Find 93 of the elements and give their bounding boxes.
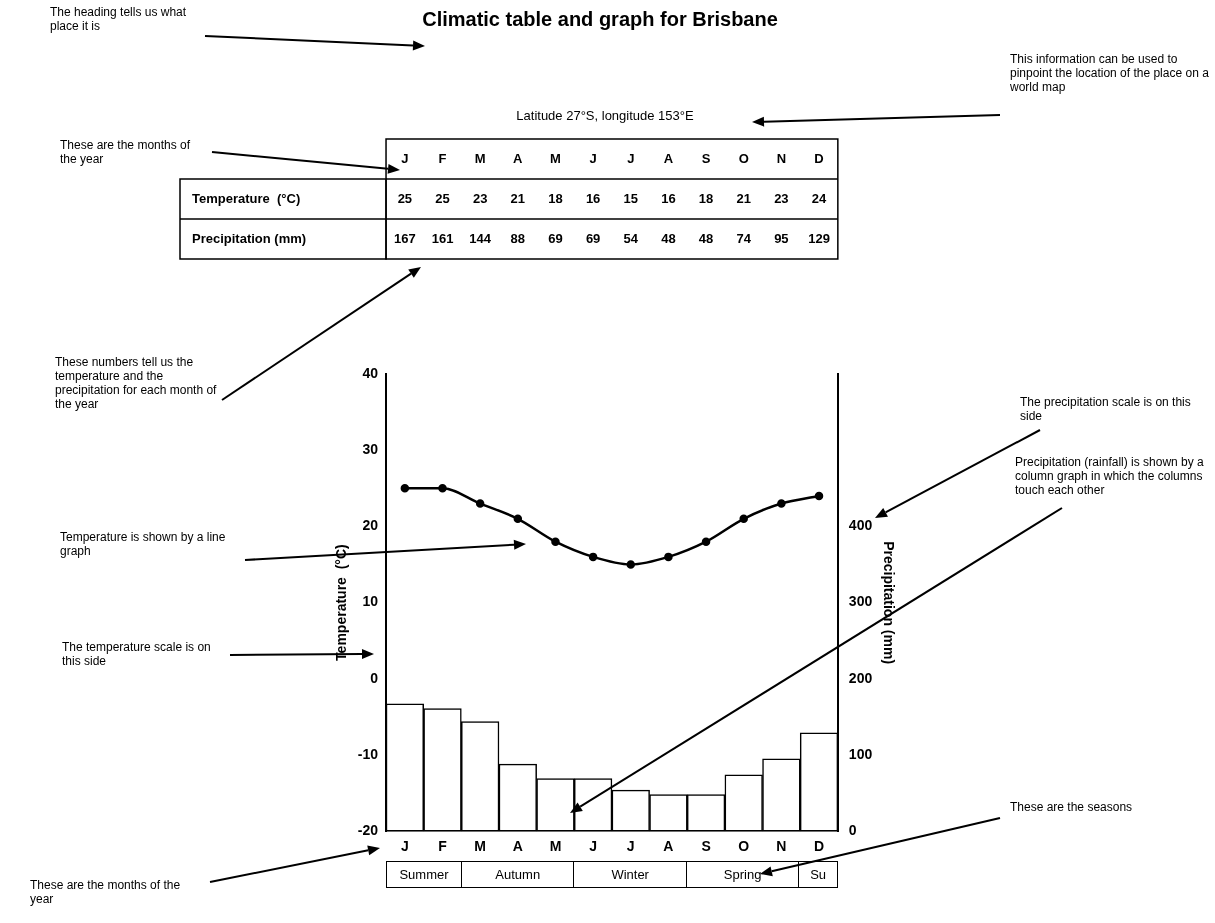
y2-tick-label: 400	[848, 517, 873, 534]
data-label: 144	[469, 230, 492, 246]
text: The heading tells us what place it is	[50, 5, 188, 33]
chart-subtitle: Latitude 27°S, longitude 153°E	[515, 108, 695, 123]
category-label: D	[814, 150, 824, 166]
y-tick-label: 10	[362, 593, 379, 610]
y2-axis-title: Precipitation (mm)	[880, 541, 897, 665]
text: These are the seasons	[1010, 800, 1134, 814]
data-label: 25	[397, 190, 413, 206]
data-label: 23	[472, 190, 488, 206]
category-label: J	[589, 150, 597, 166]
chart-title: Climatic table and graph for Brisbane	[421, 8, 779, 31]
y-tick-label: 40	[362, 364, 379, 381]
data-label: 69	[548, 230, 563, 246]
data-label: 129	[808, 230, 830, 246]
y-tick-label: 0	[370, 669, 379, 686]
x-tick-label: J	[626, 838, 635, 855]
text: Autumn	[462, 862, 575, 888]
data-label: 23	[774, 190, 789, 206]
text: Su	[809, 866, 828, 885]
data-label: 48	[698, 230, 714, 246]
text: These are the months of the year	[30, 878, 182, 906]
category-label: M	[550, 150, 561, 166]
category-label: M	[474, 150, 486, 166]
point	[777, 499, 786, 508]
point	[588, 552, 598, 562]
y-tick-label: -20	[357, 822, 379, 839]
point	[664, 552, 673, 562]
category-label: A	[663, 150, 674, 166]
data-label: 167	[394, 230, 416, 246]
x-tick-label: F	[438, 838, 448, 855]
text: Precipitation (rainfall) is shown by a column graph in which the columns touch each other	[1015, 455, 1205, 497]
category-label: J	[627, 150, 635, 166]
text: Precipitation (mm)	[192, 230, 307, 246]
y-tick-label: -10	[357, 745, 379, 762]
x-tick-label: A	[512, 838, 523, 855]
y2-tick-label: 300	[848, 593, 873, 610]
text: Temperature (°C)	[192, 190, 301, 206]
y-tick-label: 20	[362, 517, 379, 534]
category-label: O	[738, 150, 749, 166]
point	[400, 484, 410, 493]
point	[513, 514, 523, 524]
category-label: N	[776, 150, 787, 166]
x-tick-label: M	[474, 838, 486, 855]
text: Spring	[686, 862, 800, 888]
x-tick-label: M	[549, 838, 562, 855]
point	[739, 514, 748, 524]
data-label: 21	[736, 190, 751, 206]
x-tick-label: D	[813, 838, 825, 855]
data-label: 18	[548, 190, 563, 206]
y2-tick-label: 200	[848, 669, 873, 686]
x-tick-label: J	[589, 838, 598, 855]
text: These numbers tell us the temperature and the precipitation for each month of the year	[55, 355, 218, 411]
data-label: 24	[811, 190, 828, 206]
data-label: 48	[661, 230, 676, 246]
text: Summer	[387, 862, 462, 888]
data-label: 95	[774, 230, 789, 246]
category-label: J	[401, 150, 409, 166]
text: This information can be used to pinpoint the location of the place on a world map	[1010, 52, 1210, 94]
category-label: F	[438, 150, 447, 166]
y-tick-label: 30	[362, 441, 379, 458]
text: These are the months of the year	[60, 138, 192, 166]
data-label: 69	[585, 230, 601, 246]
point	[551, 537, 560, 546]
data-label: 16	[585, 190, 601, 206]
text: The temperature scale is on this side	[62, 640, 212, 668]
x-tick-label: A	[663, 838, 674, 855]
point	[626, 560, 636, 569]
text: Temperature is shown by a line graph	[60, 530, 227, 558]
point	[438, 484, 447, 493]
data-label: 15	[623, 190, 638, 206]
data-label: 16	[661, 190, 676, 206]
x-tick-label: N	[776, 838, 787, 855]
text: The precipitation scale is on this side	[1020, 395, 1192, 423]
category-label: S	[701, 150, 711, 166]
y-axis-title: Temperature (°C)	[333, 544, 350, 661]
point	[475, 499, 485, 508]
y2-tick-label: 0	[848, 822, 857, 839]
data-label: 21	[510, 190, 526, 206]
text: Winter	[574, 862, 687, 888]
data-label: 54	[623, 230, 639, 246]
x-tick-label: O	[738, 838, 750, 855]
category-label: A	[513, 150, 523, 166]
x-tick-label: J	[400, 838, 409, 855]
data-label: 74	[736, 230, 752, 246]
data-label: 88	[510, 230, 526, 246]
data-label: 161	[431, 230, 454, 246]
data-label: 18	[698, 190, 714, 206]
point	[701, 537, 711, 546]
x-tick-label: S	[701, 838, 711, 855]
data-label: 25	[435, 190, 450, 206]
point	[814, 491, 824, 501]
y2-tick-label: 100	[848, 745, 873, 762]
